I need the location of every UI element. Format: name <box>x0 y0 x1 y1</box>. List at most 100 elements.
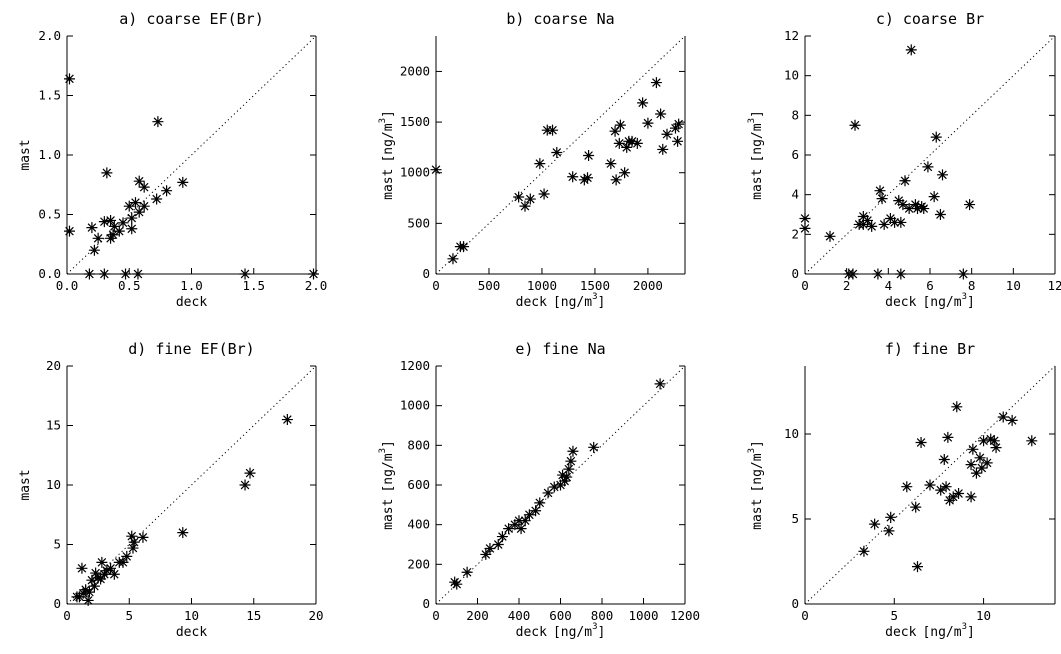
data-point <box>650 77 662 89</box>
panel-4: 0 5 10 15 20 0 5 10 15 20 d) fine EF(Br) deck mast <box>18 340 324 640</box>
data-point <box>547 124 559 136</box>
y-tick-label: 400 <box>407 517 430 532</box>
data-point <box>108 568 120 580</box>
x-axis-unit-close: ] <box>967 625 975 640</box>
data-point <box>555 479 566 491</box>
data-point <box>513 515 525 527</box>
y-axis-label: mast <box>18 469 33 500</box>
data-point <box>605 158 617 170</box>
y-tick-label: 20 <box>46 358 61 373</box>
x-tick-label: 0 <box>801 278 809 293</box>
data-point <box>918 203 930 215</box>
data-point <box>862 214 873 226</box>
data-point <box>847 268 859 280</box>
data-point <box>609 125 621 137</box>
data-point <box>626 135 638 147</box>
data-point <box>244 467 256 479</box>
y-tick-label: 200 <box>407 556 430 571</box>
y-axis-unit-close: ] <box>750 440 765 448</box>
data-point <box>655 108 667 120</box>
data-point <box>138 181 150 193</box>
data-point <box>542 487 554 499</box>
data-point <box>524 193 536 205</box>
data-point <box>117 217 129 229</box>
data-point <box>613 137 625 149</box>
data-point <box>567 445 579 457</box>
y-tick-label: 1.5 <box>38 88 61 103</box>
data-point <box>872 268 884 280</box>
data-point <box>935 484 947 496</box>
x-axis-label: deck <box>176 625 207 640</box>
y-axis-unit: [ng/m <box>750 123 765 162</box>
x-tick-label: 12 <box>1047 278 1061 293</box>
data-point <box>101 167 113 179</box>
data-point <box>126 212 138 224</box>
y-axis-unit-exponent: 3 <box>747 448 757 453</box>
data-point <box>909 199 921 211</box>
y-axis-label: mast [ng/m3] <box>378 110 396 200</box>
data-point <box>129 197 141 209</box>
data-point <box>86 222 98 234</box>
y-tick-label: 800 <box>407 437 430 452</box>
panel-1: 0.0 0.5 1.0 1.5 2.0 0.0 0.5 1.0 1.5 2.0 a) coarse … <box>18 10 327 310</box>
data-point <box>98 216 110 228</box>
data-point <box>563 463 575 475</box>
data-point <box>137 531 149 543</box>
y-tick-label: 600 <box>407 477 430 492</box>
data-point <box>922 161 934 173</box>
data-point <box>582 172 594 184</box>
one-to-one-line <box>66 365 317 605</box>
data-point <box>899 175 911 187</box>
y-axis-unit-exponent: 3 <box>378 118 388 123</box>
data-point <box>895 216 907 228</box>
y-tick-label: 1000 <box>400 398 430 413</box>
data-point <box>990 442 1002 454</box>
x-tick-label: 10 <box>1006 278 1021 293</box>
data-point <box>105 232 117 244</box>
y-tick-label: 2 <box>791 226 799 241</box>
data-point <box>947 491 959 503</box>
data-point <box>974 452 986 464</box>
x-tick-label: 400 <box>508 608 531 623</box>
x-tick-label: 0.5 <box>118 278 141 293</box>
y-axis-label-text: mast <box>381 499 396 530</box>
data-point <box>642 117 654 129</box>
x-tick-label: 0 <box>63 608 71 623</box>
data-point <box>88 244 100 256</box>
data-point <box>897 199 909 211</box>
x-axis-label-text: deck <box>516 625 547 640</box>
panel-title: e) fine Na <box>515 340 605 358</box>
y-tick-label: 0 <box>422 596 430 611</box>
x-axis-unit: [ng/m <box>553 625 592 640</box>
data-point <box>515 523 527 535</box>
data-point <box>239 268 251 280</box>
data-point <box>669 122 681 134</box>
data-point <box>519 515 531 527</box>
data-point <box>126 223 138 235</box>
data-point <box>559 475 571 487</box>
panel-title: f) fine Br <box>885 340 975 358</box>
data-point <box>92 232 104 244</box>
data-point <box>152 116 164 128</box>
data-point <box>951 401 963 413</box>
x-axis-label-text: deck <box>176 295 207 310</box>
data-point <box>86 574 98 586</box>
data-point <box>953 488 965 499</box>
x-axis-unit-close: ] <box>598 625 606 640</box>
y-tick-label: 1200 <box>400 358 430 373</box>
data-point <box>557 469 569 481</box>
data-point <box>905 44 917 56</box>
data-point <box>63 73 75 85</box>
x-axis-label: deck <box>176 295 207 310</box>
y-axis-unit: [ng/m <box>381 123 396 162</box>
y-axis-label-text: mast <box>18 469 33 500</box>
one-to-one-line <box>804 35 1056 275</box>
x-axis-unit: [ng/m <box>922 295 961 310</box>
x-tick-label: 8 <box>968 278 976 293</box>
data-point <box>63 225 75 237</box>
panel-title: d) fine EF(Br) <box>128 340 254 358</box>
data-point <box>924 479 936 491</box>
y-tick-label: 0 <box>422 266 430 281</box>
data-point <box>940 481 952 493</box>
